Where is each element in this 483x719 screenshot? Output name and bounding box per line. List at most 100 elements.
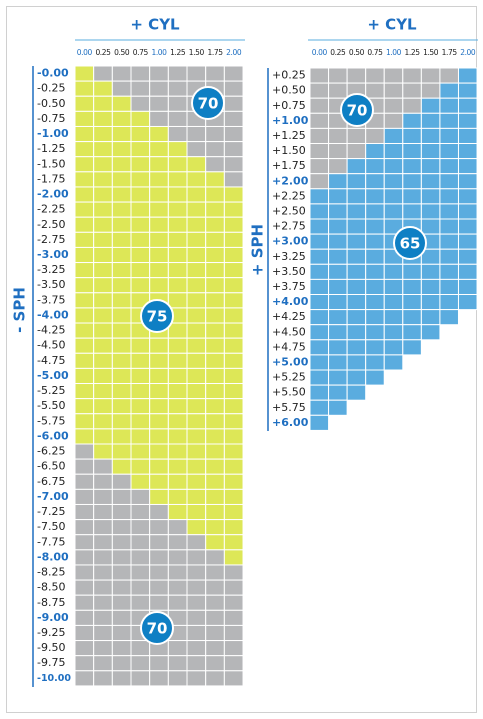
cell [346, 203, 367, 220]
cell [365, 294, 385, 311]
frame [6, 6, 477, 713]
cell [93, 80, 113, 97]
cell [167, 171, 188, 188]
cell [130, 352, 151, 369]
cell [439, 203, 459, 220]
cell [439, 97, 459, 114]
cell [149, 186, 169, 203]
cell [205, 292, 225, 309]
cell [130, 201, 151, 218]
cell [130, 367, 151, 385]
cell [111, 609, 132, 626]
cell [402, 143, 422, 160]
badge [340, 93, 374, 127]
cell [439, 67, 459, 84]
cell [365, 158, 385, 175]
cell [93, 337, 113, 354]
cell [457, 97, 478, 114]
cell [167, 65, 188, 82]
cell [205, 594, 225, 611]
cell [74, 216, 95, 233]
column-label: 2.00 [460, 48, 476, 57]
row-label: +2.25 [272, 189, 306, 202]
cell [457, 203, 478, 220]
cell [309, 173, 330, 190]
cell [111, 110, 132, 127]
cell [74, 655, 95, 672]
cell [111, 624, 132, 642]
cell [130, 125, 151, 143]
cell [205, 458, 225, 475]
cell [309, 309, 330, 326]
cell [186, 428, 207, 445]
cell [457, 127, 478, 144]
row-label: +4.00 [272, 295, 309, 308]
cell [402, 203, 422, 220]
cell [223, 488, 244, 505]
cell [186, 594, 207, 611]
cell [149, 80, 169, 97]
cell [130, 640, 151, 657]
cell [167, 156, 188, 173]
cell [223, 640, 244, 657]
cell [93, 519, 113, 536]
cell [149, 156, 169, 173]
cell [205, 65, 225, 82]
cell [186, 655, 207, 672]
row-label: +2.50 [272, 204, 306, 217]
cell [223, 367, 244, 385]
cell [205, 624, 225, 642]
cell [74, 503, 95, 521]
row-label: +5.25 [272, 371, 306, 384]
cell [223, 246, 244, 264]
cell [74, 322, 95, 339]
cell [130, 564, 151, 581]
cell [149, 428, 169, 445]
row-label: -2.25 [37, 203, 65, 216]
badges: 70 75 70 70 65 [140, 86, 427, 645]
cell [167, 534, 188, 551]
column-label: 1.50 [423, 48, 439, 57]
row-label: +0.50 [272, 84, 306, 97]
row-label: -8.25 [37, 566, 65, 579]
grids [74, 65, 478, 687]
cell [365, 263, 385, 280]
cell [93, 564, 113, 581]
cell [93, 216, 113, 233]
badge [393, 226, 427, 260]
column-label: 0.25 [95, 48, 111, 57]
column-label: 0.75 [133, 48, 149, 57]
cell [457, 278, 478, 295]
cell [167, 413, 188, 430]
cell [130, 186, 151, 203]
cell [420, 143, 441, 160]
cell [93, 246, 113, 264]
cell [186, 171, 207, 188]
cell [309, 339, 330, 356]
cell [439, 158, 459, 175]
cell [186, 564, 207, 581]
cell [130, 337, 151, 354]
cell [74, 156, 95, 173]
cell [223, 125, 244, 143]
cell [223, 95, 244, 112]
cell [439, 263, 459, 280]
cell [149, 95, 169, 112]
cell [167, 352, 188, 369]
cell [167, 443, 188, 460]
row-label: -0.75 [37, 112, 65, 125]
cell [111, 262, 132, 279]
cell [149, 670, 169, 687]
row-label: -3.25 [37, 263, 65, 276]
cell [111, 473, 132, 490]
cell [130, 262, 151, 279]
cell [130, 503, 151, 521]
cell [93, 322, 113, 339]
cell [167, 458, 188, 475]
cell [205, 262, 225, 279]
cell [365, 127, 385, 144]
cell [205, 277, 225, 294]
cell [111, 231, 132, 248]
badge-label: 65 [400, 235, 421, 253]
cell [383, 294, 404, 311]
